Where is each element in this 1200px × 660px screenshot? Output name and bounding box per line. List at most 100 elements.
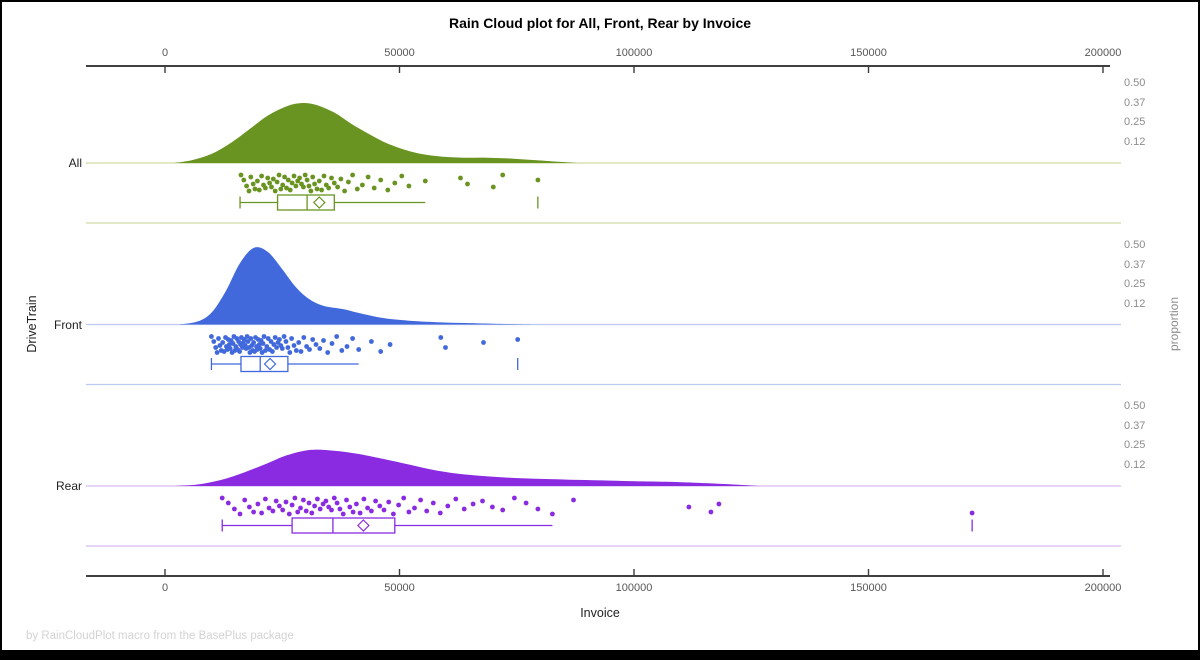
rain-point: [500, 172, 506, 178]
proportion-tick-label: 0.37: [1124, 420, 1146, 433]
rain-point: [285, 345, 291, 350]
rain-point: [365, 505, 370, 511]
x-axis-bottom-tick-label: 150000: [850, 582, 887, 594]
x-axis-bottom-tick-label: 100000: [615, 582, 653, 594]
rain-point: [445, 503, 451, 509]
rain-point: [306, 500, 312, 506]
rain-point: [326, 185, 332, 191]
proportion-tick-label: 0.37: [1124, 258, 1146, 271]
rain-point: [255, 501, 261, 507]
rain-point: [346, 179, 351, 185]
rain-point: [242, 497, 248, 503]
rain-point: [281, 334, 287, 339]
rain-point: [342, 188, 347, 194]
rain-point: [293, 183, 299, 189]
rain-point: [550, 511, 555, 517]
rain-point: [230, 341, 236, 346]
rain-point: [310, 337, 316, 342]
density-curve-rear: [174, 449, 761, 486]
rain-point: [312, 181, 317, 187]
rain-point: [571, 497, 576, 503]
rain-point: [265, 336, 271, 341]
rain-point: [295, 509, 301, 515]
rain-point: [344, 497, 349, 503]
rain-point: [277, 503, 282, 509]
rain-point: [360, 182, 365, 188]
rain-point: [377, 503, 383, 509]
rain-point: [470, 501, 476, 507]
rain-point: [500, 507, 506, 513]
rain-point: [272, 188, 278, 194]
rain-point: [354, 186, 360, 192]
rain-point: [350, 172, 355, 178]
rain-point: [317, 506, 323, 512]
proportion-tick-label: 0.12: [1124, 459, 1146, 472]
rain-point: [270, 349, 275, 354]
rain-point: [293, 348, 299, 353]
rain-point: [461, 506, 467, 512]
rain-point: [350, 336, 355, 341]
rain-point: [969, 510, 975, 516]
rain-point: [237, 511, 243, 517]
rain-point: [430, 500, 436, 506]
rain-point: [301, 497, 306, 503]
rain-point: [238, 172, 244, 178]
rain-point: [257, 346, 263, 351]
rain-point: [289, 336, 294, 341]
rain-point: [265, 175, 271, 181]
rain-point: [264, 344, 270, 349]
rain-point: [213, 345, 219, 350]
rain-point: [329, 175, 334, 181]
rain-point: [481, 340, 486, 345]
x-axis-top-tick-label: 50000: [384, 47, 415, 59]
rain-point: [314, 186, 320, 192]
x-axis-top-tick-label: 0: [161, 47, 169, 59]
rain-point: [303, 508, 309, 514]
rain-point: [325, 350, 331, 355]
rain-point: [209, 334, 214, 339]
rain-point: [335, 184, 340, 190]
rain-point: [309, 510, 315, 516]
proportion-tick-label: 0.50: [1124, 77, 1146, 89]
rain-point: [337, 506, 343, 512]
box-iqr: [291, 517, 396, 534]
rain-point: [365, 174, 371, 180]
x-axis-bottom-tick-label: 200000: [1084, 582, 1122, 594]
rain-point: [316, 178, 322, 184]
rain-point: [331, 180, 337, 186]
box-mean-diamond: [312, 196, 326, 209]
rain-point: [245, 339, 251, 344]
rain-point: [340, 511, 346, 517]
rain-point: [256, 342, 262, 347]
rain-point: [256, 187, 262, 193]
rain-point: [357, 510, 363, 516]
rain-point: [248, 336, 254, 341]
rain-point: [278, 186, 284, 192]
rain-point: [241, 177, 247, 183]
rain-point: [246, 188, 252, 194]
rain-point: [263, 496, 268, 502]
rain-point: [244, 183, 250, 189]
proportion-tick-label: 0.12: [1124, 297, 1146, 310]
proportion-tick-label: 0.25: [1124, 116, 1146, 128]
rain-point: [317, 346, 323, 351]
rain-point: [422, 178, 428, 184]
rain-point: [306, 183, 312, 189]
rain-point: [211, 339, 217, 344]
rain-point: [219, 495, 225, 501]
right-axis-title: proportion: [1167, 296, 1181, 352]
rain-point: [298, 349, 304, 354]
rain-point: [298, 505, 303, 511]
rain-point: [247, 504, 252, 510]
rain-point: [214, 350, 220, 355]
rain-point: [315, 496, 320, 502]
rain-point: [438, 335, 444, 340]
rain-point: [251, 509, 256, 515]
rain-point: [248, 174, 254, 180]
rain-point: [443, 345, 448, 350]
rain-point: [289, 180, 295, 186]
rain-point: [259, 173, 264, 179]
rain-point: [266, 505, 272, 511]
rain-point: [302, 172, 308, 178]
